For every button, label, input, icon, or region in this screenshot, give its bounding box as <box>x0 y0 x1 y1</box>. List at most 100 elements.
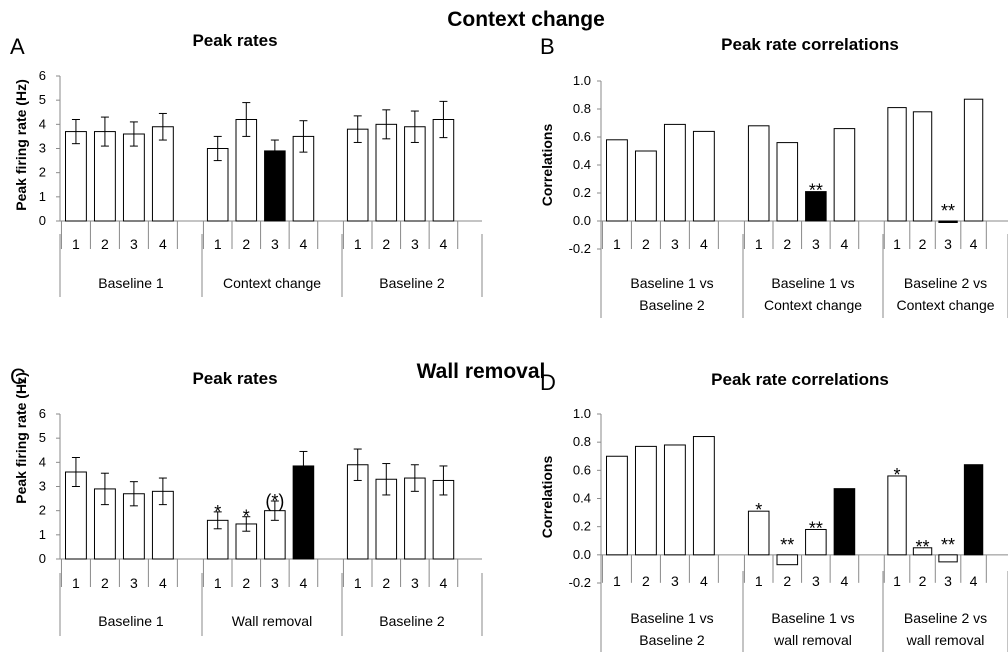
bar <box>963 464 984 556</box>
category-label: 2 <box>242 236 250 252</box>
category-label: 3 <box>130 236 138 252</box>
group-label: Baseline 1 <box>98 275 164 291</box>
category-label: 1 <box>893 236 901 252</box>
group-label: Baseline 1 vs <box>630 275 713 291</box>
group-label: Context change <box>223 275 321 291</box>
bar <box>65 131 87 222</box>
y-tick-label: 5 <box>39 430 46 445</box>
significance-marker: ** <box>941 201 955 221</box>
panel-letter: C <box>10 364 26 389</box>
y-tick-label: 0 <box>39 213 46 228</box>
significance-marker: * <box>755 500 762 520</box>
bar <box>634 445 657 556</box>
significance-marker: (*) <box>265 491 284 511</box>
section-title-wall-removal: Wall removal <box>417 360 546 383</box>
category-label: 4 <box>700 236 708 252</box>
category-label: 4 <box>159 575 167 591</box>
significance-marker: * <box>214 502 221 522</box>
category-label: 3 <box>130 575 138 591</box>
group-label: wall removal <box>906 632 985 648</box>
significance-marker: ** <box>780 535 794 555</box>
bar <box>938 220 958 223</box>
bar <box>912 111 933 222</box>
panel-title: Peak rate correlations <box>721 35 899 54</box>
category-label: 2 <box>919 573 927 589</box>
y-tick-label: 4 <box>39 116 46 131</box>
panel-c-peak-rates: C Peak rates Peak firing rate (Hz) 0 1 2 3 4 5 6 1… <box>10 364 483 636</box>
panel-a-peak-rates: A Peak rates Peak firing rate (Hz) 0 1 2 3 4 5 6 1… <box>10 31 483 297</box>
panel-letter: B <box>540 34 555 59</box>
group-label: Baseline 1 vs <box>771 610 854 626</box>
y-tick-label: 0 <box>39 551 46 566</box>
y-tick-label: 0.0 <box>573 547 591 562</box>
significance-marker: * <box>894 465 901 485</box>
y-tick-label: 0.4 <box>573 491 591 506</box>
significance-marker: ** <box>941 535 955 555</box>
bar <box>805 191 827 222</box>
y-tick-label: 1 <box>39 527 46 542</box>
category-label: 4 <box>841 236 849 252</box>
y-axis-label: Peak firing rate (Hz) <box>13 372 29 503</box>
panel-letter: A <box>10 34 25 59</box>
category-label: 1 <box>613 236 621 252</box>
bar <box>606 455 628 556</box>
significance-marker: ** <box>916 537 930 557</box>
group-label: Baseline 2 <box>379 613 445 629</box>
category-label: 3 <box>812 573 820 589</box>
category-label: 4 <box>970 236 978 252</box>
category-label: 3 <box>944 236 952 252</box>
bar <box>963 98 984 222</box>
category-label: 4 <box>841 573 849 589</box>
category-label: 2 <box>382 236 390 252</box>
category-label: 1 <box>72 236 80 252</box>
significance-marker: ** <box>809 181 823 201</box>
panel-title: Peak rates <box>192 31 277 50</box>
category-label: 2 <box>919 236 927 252</box>
bar <box>833 488 856 556</box>
category-label: 4 <box>440 236 448 252</box>
category-label: 3 <box>671 236 679 252</box>
category-label: 4 <box>300 575 308 591</box>
panel-b-peak-rate-correlations: B Peak rate correlations Correlations 1.0 0.… <box>539 34 1008 318</box>
bar <box>912 547 933 556</box>
significance-marker: * <box>243 507 250 527</box>
bar <box>692 436 715 556</box>
category-label: 2 <box>242 575 250 591</box>
bar <box>833 128 856 222</box>
y-tick-label: 3 <box>39 141 46 156</box>
y-tick-label: 0.2 <box>573 519 591 534</box>
category-label: 1 <box>893 573 901 589</box>
category-label: 3 <box>812 236 820 252</box>
y-tick-label: 6 <box>39 68 46 83</box>
category-label: 1 <box>72 575 80 591</box>
bar <box>606 139 628 222</box>
category-label: 3 <box>271 575 279 591</box>
bar <box>938 554 958 563</box>
group-label: Baseline 1 vs <box>630 610 713 626</box>
y-tick-label: 5 <box>39 92 46 107</box>
category-label: 3 <box>411 236 419 252</box>
y-tick-label: 1 <box>39 189 46 204</box>
category-label: 2 <box>101 575 109 591</box>
significance-marker: ** <box>809 518 823 538</box>
bar <box>776 142 799 222</box>
bar <box>692 130 715 222</box>
section-title-context-change: Context change <box>447 8 605 31</box>
category-label: 4 <box>700 573 708 589</box>
category-label: 3 <box>271 236 279 252</box>
category-label: 4 <box>300 236 308 252</box>
category-label: 2 <box>642 573 650 589</box>
category-label: 2 <box>382 575 390 591</box>
bar <box>805 528 827 556</box>
category-label: 1 <box>755 236 763 252</box>
category-label: 2 <box>642 236 650 252</box>
y-tick-label: 1.0 <box>573 406 591 421</box>
category-label: 2 <box>101 236 109 252</box>
bar <box>747 125 770 222</box>
category-label: 1 <box>755 573 763 589</box>
y-tick-label: 2 <box>39 503 46 518</box>
category-label: 1 <box>214 575 222 591</box>
y-tick-label: 4 <box>39 454 46 469</box>
category-label: 4 <box>440 575 448 591</box>
